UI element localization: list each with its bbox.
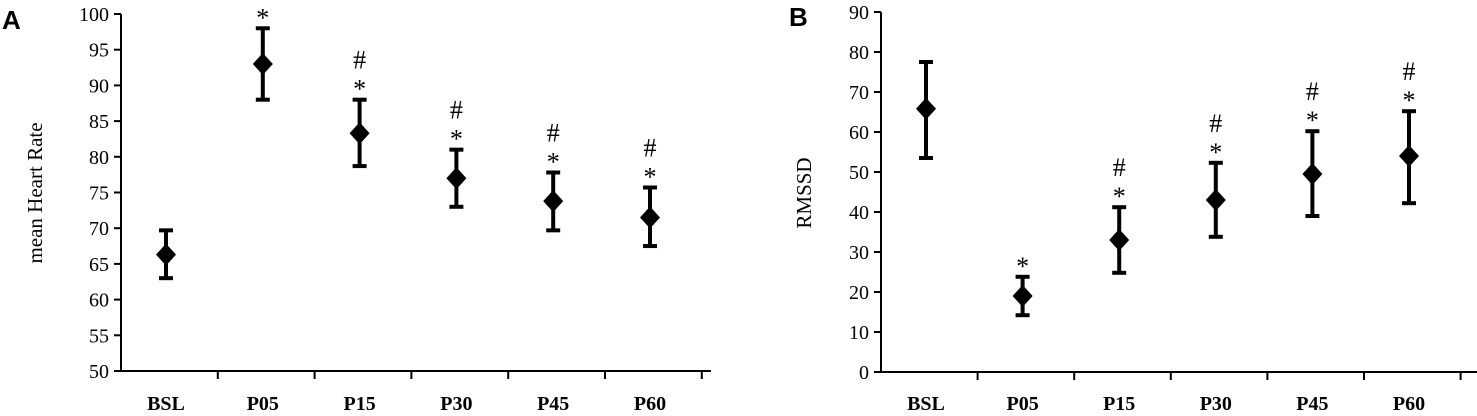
y-tick-label: 60 (849, 122, 869, 144)
y-tick-label: 30 (849, 242, 869, 264)
x-tick-label: P60 (1393, 393, 1425, 415)
data-point (1205, 189, 1226, 211)
x-tick-label: P05 (1006, 393, 1038, 415)
data-point (446, 167, 467, 190)
y-tick-label: 80 (849, 42, 869, 64)
y-tick-label: 95 (89, 40, 109, 62)
y-tick-label: 80 (89, 147, 109, 169)
significance-hash: # (547, 119, 560, 148)
data-point (1302, 163, 1323, 185)
significance-star: * (1016, 252, 1029, 281)
x-tick-label: P45 (1296, 393, 1328, 415)
significance-hash: # (450, 96, 463, 125)
x-tick-label: P60 (634, 393, 666, 415)
x-tick-label: P45 (537, 393, 569, 415)
y-tick-label: 50 (849, 162, 869, 184)
significance-hash: # (1209, 109, 1222, 138)
y-tick-label: 20 (849, 282, 869, 304)
x-tick-label: BSL (147, 393, 185, 415)
y-tick-label: 40 (849, 202, 869, 224)
y-tick-label: 65 (89, 254, 109, 276)
panel-letter: B (789, 2, 808, 32)
y-tick-label: 90 (849, 2, 869, 24)
panel-letter: A (2, 5, 21, 35)
y-axis-title: mean Heart Rate (23, 122, 47, 263)
significance-star: * (1306, 106, 1319, 135)
significance-hash: # (644, 134, 657, 163)
x-tick-label: P30 (1200, 393, 1232, 415)
y-tick-label: 90 (89, 75, 109, 97)
significance-star: * (1113, 182, 1126, 211)
y-tick-label: 100 (79, 4, 109, 26)
y-tick-label: 60 (89, 290, 109, 312)
x-tick-label: P05 (247, 393, 279, 415)
significance-star: * (256, 3, 269, 32)
data-point (543, 190, 564, 213)
significance-star: * (450, 125, 463, 154)
x-tick-label: P15 (343, 393, 375, 415)
y-tick-label: 70 (89, 218, 109, 240)
x-tick-label: BSL (907, 393, 945, 415)
significance-star: * (644, 163, 657, 192)
significance-star: * (547, 148, 560, 177)
significance-star: * (1209, 138, 1222, 167)
x-tick-label: P30 (440, 393, 472, 415)
significance-hash: # (1306, 77, 1319, 106)
significance-star: * (1403, 86, 1416, 115)
y-tick-label: 55 (89, 325, 109, 347)
significance-star: * (353, 75, 366, 104)
y-tick-label: 70 (849, 82, 869, 104)
y-axis-title: RMSSD (792, 157, 816, 228)
significance-hash: # (1113, 153, 1126, 182)
chart-panel-b: B RMSSD 0 10 20 30 40 50 60 70 80 90 BSL P05 P15 P30 P45… (789, 2, 1477, 415)
data-point (156, 243, 176, 266)
data-point (1109, 229, 1130, 251)
significance-hash: # (1403, 57, 1416, 86)
data-point (1399, 145, 1419, 167)
y-tick-label: 85 (89, 111, 109, 133)
x-tick-label: P15 (1103, 393, 1135, 415)
data-point (1012, 285, 1033, 307)
y-tick-label: 75 (89, 183, 109, 205)
y-tick-label: 0 (859, 362, 869, 384)
data-point (916, 97, 936, 120)
y-tick-label: 50 (89, 361, 109, 383)
y-tick-label: 10 (849, 322, 869, 344)
data-point (640, 206, 660, 229)
data-point (252, 52, 273, 75)
data-point (349, 122, 370, 145)
significance-hash: # (353, 46, 366, 75)
